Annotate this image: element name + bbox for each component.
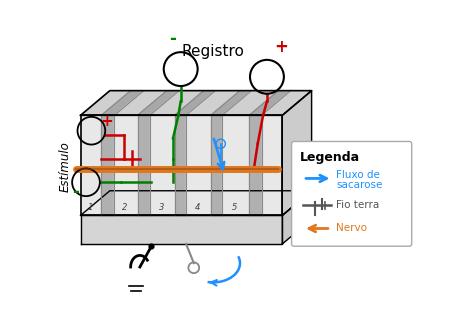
Polygon shape (249, 115, 262, 215)
Polygon shape (249, 91, 291, 115)
Polygon shape (150, 115, 175, 215)
Text: Estímulo: Estímulo (59, 141, 72, 192)
Polygon shape (81, 91, 312, 115)
Text: +: + (274, 38, 288, 56)
Text: 5: 5 (232, 203, 237, 211)
Polygon shape (175, 91, 215, 115)
Polygon shape (282, 191, 312, 244)
Polygon shape (81, 91, 131, 115)
Text: Fluxo de: Fluxo de (336, 170, 380, 180)
Polygon shape (114, 91, 167, 115)
Polygon shape (101, 91, 144, 115)
Polygon shape (138, 115, 150, 215)
Text: Nervo: Nervo (336, 223, 367, 233)
Text: -: - (72, 183, 79, 201)
Polygon shape (81, 215, 282, 244)
Polygon shape (101, 115, 114, 215)
Text: 4: 4 (195, 203, 200, 211)
Text: 1: 1 (87, 203, 93, 211)
Text: 2: 2 (122, 203, 127, 211)
Polygon shape (186, 115, 211, 215)
Polygon shape (211, 115, 222, 215)
Text: -: - (169, 30, 176, 48)
Text: 3: 3 (159, 203, 164, 211)
Text: sacarose: sacarose (336, 180, 382, 190)
Polygon shape (186, 91, 240, 115)
Polygon shape (150, 91, 204, 115)
Polygon shape (175, 115, 186, 215)
Text: Fio terra: Fio terra (336, 201, 380, 210)
Polygon shape (222, 91, 278, 115)
Text: +: + (100, 114, 113, 129)
Text: Registro: Registro (181, 44, 244, 59)
Polygon shape (262, 115, 282, 215)
Text: Legenda: Legenda (300, 151, 360, 164)
Polygon shape (81, 115, 282, 215)
Polygon shape (81, 115, 101, 215)
Polygon shape (222, 115, 249, 215)
Polygon shape (262, 91, 312, 115)
Polygon shape (211, 91, 251, 115)
Polygon shape (81, 191, 312, 215)
Polygon shape (282, 91, 312, 215)
FancyBboxPatch shape (292, 141, 412, 246)
Polygon shape (138, 91, 179, 115)
Polygon shape (114, 115, 138, 215)
